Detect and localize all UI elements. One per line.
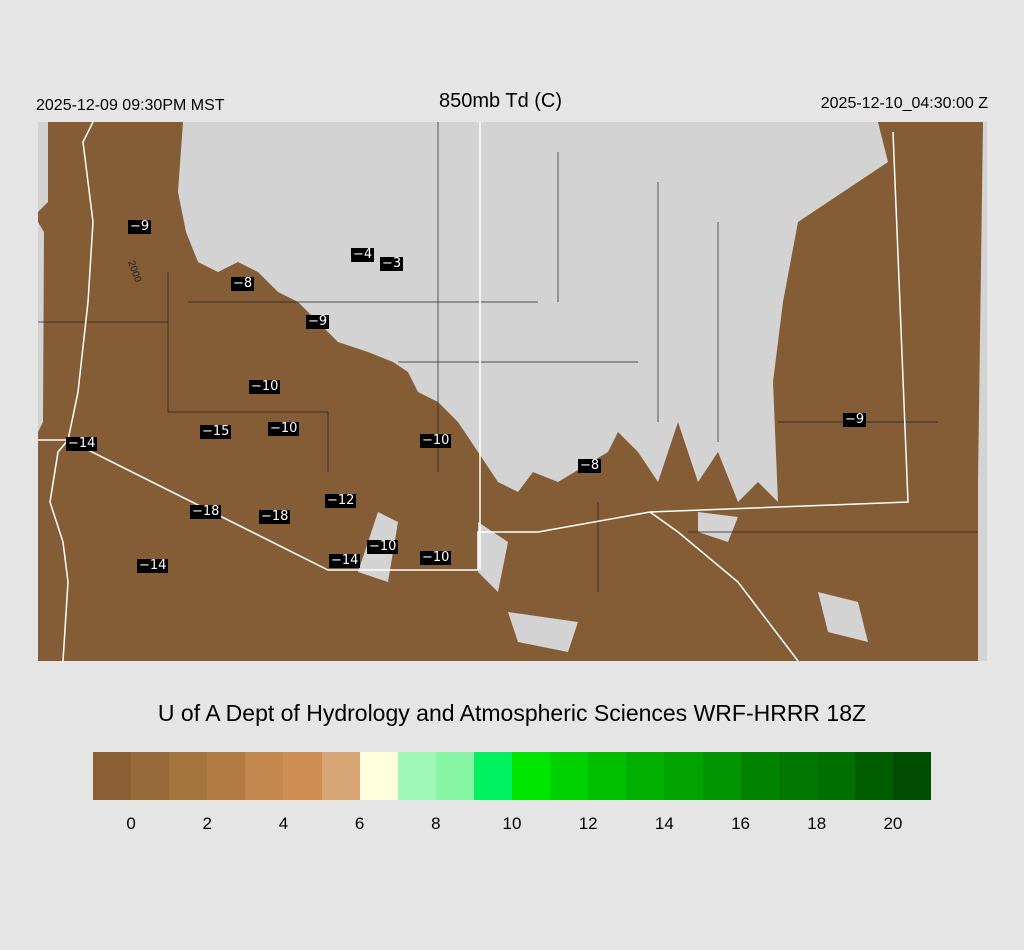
station-label: −15 (200, 424, 232, 439)
colorbar (93, 752, 932, 800)
station-label: −8 (231, 276, 255, 291)
dewpoint-map: 2000 −9 −4 −3 −8 −9 −10 −15 −10 −10 −14 … (38, 121, 987, 662)
colorbar-segment (435, 752, 474, 800)
station-label: −9 (306, 314, 330, 329)
station-label: −10 (420, 433, 452, 448)
colorbar-segment (892, 752, 932, 800)
station-label: −8 (578, 458, 602, 473)
colorbar-segment (93, 752, 132, 800)
colorbar-segment (626, 752, 665, 800)
state-borders (38, 121, 909, 662)
station-label: −14 (329, 553, 361, 568)
colorbar-segment (131, 752, 170, 800)
colorbar-segment (283, 752, 322, 800)
colorbar-segment (550, 752, 589, 800)
colorbar-segment (740, 752, 779, 800)
colorbar-segment (245, 752, 284, 800)
map-title: 850mb Td (C) (439, 90, 563, 112)
utc-time: 2025-12-10_04:30:00 Z (820, 95, 988, 112)
colorbar-segment (816, 752, 855, 800)
colorbar-tick-label: 18 (807, 814, 827, 833)
station-label: −14 (66, 436, 98, 451)
station-label: −10 (268, 421, 300, 436)
county-lines (38, 122, 978, 592)
colorbar-tick-label: 12 (578, 814, 598, 833)
colorbar-tick-label: 2 (202, 814, 212, 833)
station-label: −18 (190, 504, 222, 519)
colorbar-segment (207, 752, 246, 800)
station-label: −10 (249, 379, 281, 394)
colorbar-segment (359, 752, 398, 800)
model-credit: U of A Dept of Hydrology and Atmospheric… (157, 700, 867, 726)
colorbar-tick-label: 4 (278, 814, 289, 833)
station-label: −10 (420, 550, 452, 565)
station-label: −14 (137, 558, 169, 573)
colorbar-segment (664, 752, 703, 800)
colorbar-segment (702, 752, 741, 800)
local-time: 2025-12-09 09:30PM MST (36, 97, 225, 114)
station-label: −9 (128, 219, 152, 234)
colorbar-segment (512, 752, 551, 800)
colorbar-segment (397, 752, 436, 800)
station-label: −18 (259, 509, 291, 524)
colorbar-tick-label: 8 (431, 814, 441, 833)
map-canvas: 2000 (38, 121, 987, 662)
colorbar-segment (169, 752, 208, 800)
station-label: −12 (325, 493, 357, 508)
station-label: −10 (367, 539, 399, 554)
colorbar-segment (321, 752, 360, 800)
colorbar-tick-label: 20 (883, 814, 903, 833)
colorbar-segment (588, 752, 627, 800)
colorbar-segment (854, 752, 893, 800)
colorbar-segment (473, 752, 513, 800)
colorbar-tick-label: 6 (354, 814, 365, 833)
station-label: −4 (351, 247, 375, 262)
station-label: −9 (843, 412, 867, 427)
colorbar-tick-label: 16 (731, 814, 750, 833)
colorbar-tick-label: 0 (126, 814, 136, 833)
no-data-regions (38, 122, 987, 661)
colorbar-tick-label: 10 (502, 814, 522, 833)
colorbar-segment (778, 752, 817, 800)
station-label: −3 (380, 256, 404, 271)
colorbar-tick-label: 14 (654, 814, 674, 833)
